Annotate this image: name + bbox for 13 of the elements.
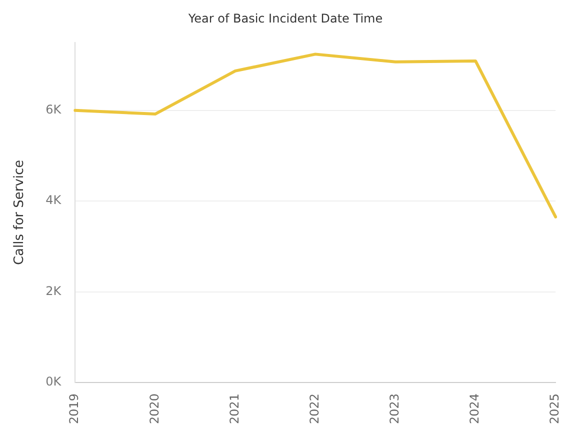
x-tick-label: 2021 <box>227 393 242 424</box>
y-tick-label: 0K <box>46 374 62 389</box>
x-tick-label: 2025 <box>548 393 562 424</box>
chart-title: Year of Basic Incident Date Time <box>187 11 383 26</box>
y-tick-label: 4K <box>46 193 62 208</box>
y-tick-label: 2K <box>46 284 62 298</box>
x-tick-label: 2020 <box>147 393 162 424</box>
x-tick-label: 2024 <box>468 393 482 424</box>
x-tick-label: 2023 <box>388 393 402 424</box>
x-tick-label: 2019 <box>67 393 82 424</box>
y-tick-label: 6K <box>46 102 62 117</box>
y-axis-title: Calls for Service <box>12 160 28 266</box>
x-tick-label: 2022 <box>307 393 322 424</box>
